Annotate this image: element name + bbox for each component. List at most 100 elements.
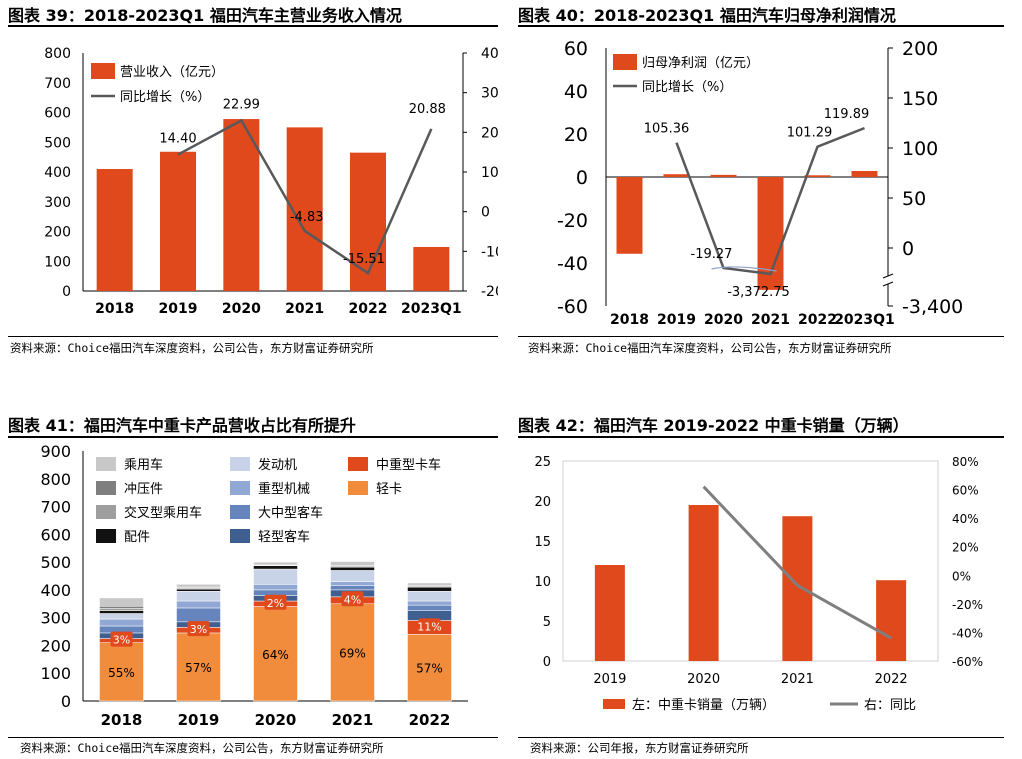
legend-swatch (96, 529, 116, 543)
chart-title: 图表 39：2018-2023Q1 福田汽车主营业务收入情况 (8, 6, 402, 25)
chart-panel-42: 图表 42：福田汽车 2019-2022 中重卡销量（万辆） 0 5 10 15 20 2… (518, 402, 1008, 759)
y-tick-label: 0 (62, 284, 71, 300)
y-tick-label: 15 (534, 535, 551, 550)
bar (350, 152, 386, 291)
bar-segment (407, 600, 452, 606)
legend-label: 大中型客车 (258, 505, 323, 521)
legend-swatch-bar (613, 54, 637, 70)
percent-label-bg (110, 631, 133, 647)
bar-segment (407, 582, 452, 586)
y2-tick-label: -40% (952, 626, 983, 640)
bar-segment (407, 634, 452, 702)
bar-segment (176, 607, 221, 623)
percent-label: 4% (344, 593, 361, 606)
x-tick-label: 2020 (222, 301, 261, 317)
y2-tick-label: -3,400 (902, 296, 963, 318)
net-profit-chart: -60 -40 -20 0 20 40 60 -3,400 0 50 100 150 200 2018 20… (557, 38, 963, 328)
y-tick-label: 500 (40, 553, 71, 572)
percent-label: 3% (190, 623, 207, 636)
legend-swatch (230, 457, 250, 471)
bar (782, 516, 813, 661)
y-tick-label: 5 (543, 615, 551, 630)
y2-tick-label: 150 (902, 88, 938, 110)
y-tick-label: 400 (44, 165, 71, 181)
bar-segment (330, 566, 375, 571)
y-tick-label: 700 (40, 498, 71, 517)
percent-label: 69% (339, 646, 366, 660)
bar-segment (407, 591, 452, 602)
x-tick-label: 2021 (781, 672, 814, 687)
data-label: -4.83 (290, 210, 324, 225)
source-rule (8, 336, 498, 337)
bar-segment (253, 584, 298, 591)
bar (594, 565, 625, 661)
y2-tick-label: 200 (902, 38, 938, 60)
percent-label: 57% (416, 662, 443, 676)
x-tick-label: 2019 (178, 711, 220, 729)
x-tick-label: 2019 (593, 672, 626, 687)
legend-label: 左：中重卡销量（万辆） (632, 697, 775, 713)
data-label: -15.51 (343, 252, 385, 267)
legend-swatch (348, 457, 368, 471)
y2-tick-label: 0 (481, 205, 490, 221)
y-tick-label: 0 (543, 655, 551, 670)
x-tick-label: 2018 (101, 711, 143, 729)
bar-segment (99, 606, 144, 609)
legend-swatch (96, 505, 116, 519)
y-tick-label: 200 (44, 225, 71, 241)
bar-segment (99, 597, 144, 607)
percent-label-bg (341, 591, 364, 607)
y2-tick-label: 40 (481, 46, 498, 62)
bar-segment (407, 604, 452, 611)
bar-segment (253, 589, 298, 596)
y-tick-label: -40 (557, 253, 588, 275)
percent-label-bg (264, 594, 287, 610)
chart-title: 图表 40：2018-2023Q1 福田汽车归母净利润情况 (518, 6, 896, 25)
x-tick-label: 2020 (255, 711, 297, 729)
y-tick-label: 100 (44, 254, 71, 270)
x-tick-label: 2022 (875, 672, 908, 687)
legend-label: 营业收入（亿元） (120, 65, 224, 80)
source-note: 资料来源：Choice福田汽车深度资料，公司公告，东方财富证券研究所 (10, 341, 374, 355)
y-tick-label: 0 (61, 692, 71, 711)
title-rule (8, 25, 498, 27)
y2-tick-label: 80% (952, 455, 979, 469)
legend-label: 归母净利润（亿元） (642, 56, 759, 71)
x-tick-label: 2019 (159, 301, 198, 317)
y2-tick-label: 100 (902, 138, 938, 160)
title-rule (8, 436, 498, 438)
revenue-mix-chart: 0 100 200 300 400 500 600 700 800 900 55% 3% 2018 57%… (40, 442, 468, 729)
percent-label: 11% (417, 620, 441, 633)
x-tick-label: 2021 (285, 301, 324, 317)
data-label: 14.40 (159, 132, 196, 147)
legend-swatch (230, 505, 250, 519)
data-label: 20.88 (409, 102, 446, 117)
bar-segment (99, 613, 144, 620)
x-tick-label: 2022 (409, 711, 451, 729)
legend-label: 交叉型乘用车 (124, 505, 202, 521)
data-label: 101.29 (787, 126, 833, 141)
bar (223, 119, 260, 291)
y2-tick-label: -60% (952, 655, 983, 669)
legend-swatch (230, 481, 250, 495)
source-rule (8, 737, 498, 738)
bar-segment (99, 608, 144, 611)
y-tick-label: 200 (40, 636, 71, 655)
source-note: 资料来源：Choice福田汽车深度资料，公司公告，东方财富证券研究所 (20, 741, 384, 755)
bar (616, 177, 643, 254)
data-label: -3,372.75 (727, 285, 790, 300)
legend-swatch-bar (91, 63, 115, 79)
legend-label: 冲压件 (124, 482, 163, 497)
y-tick-label: 20 (534, 495, 551, 510)
y2-tick-label: -20% (952, 598, 983, 612)
legend-label: 右：同比 (864, 698, 916, 713)
y-tick-label: 500 (44, 135, 71, 151)
bar (96, 169, 133, 291)
bar-segment (176, 588, 221, 592)
percent-label: 55% (108, 666, 135, 680)
chart-panel-39: 图表 39：2018-2023Q1 福田汽车主营业务收入情况 0 100 200 30… (8, 0, 498, 355)
source-rule (518, 737, 1004, 738)
y2-tick-label: 40% (952, 512, 979, 526)
chart-panel-40: 图表 40：2018-2023Q1 福田汽车归母净利润情况 -60 -40 -20 0… (518, 0, 1008, 355)
x-tick-label: 2020 (704, 312, 743, 328)
